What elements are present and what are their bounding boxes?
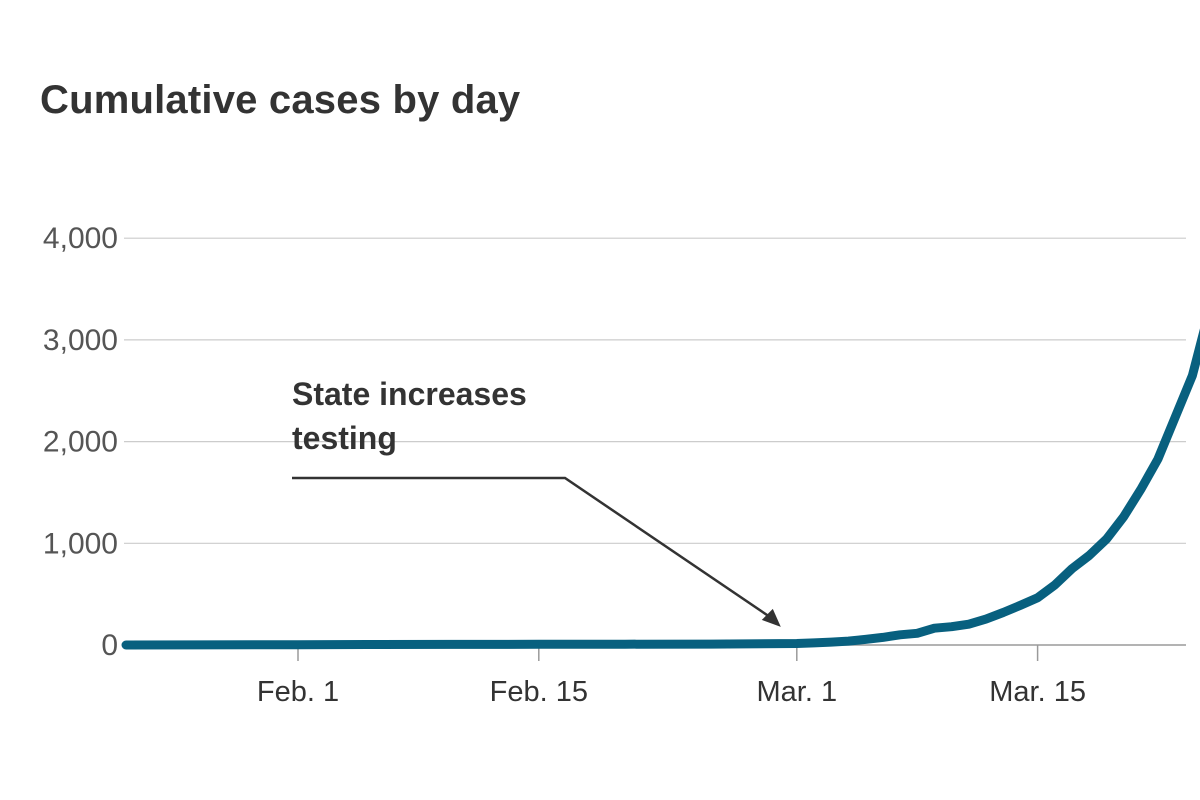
x-tick-label: Feb. 15 xyxy=(490,676,588,708)
data-point xyxy=(1088,554,1090,557)
annotation-text: testing xyxy=(292,420,397,456)
annotation-leader-line xyxy=(292,476,774,620)
data-point xyxy=(1002,611,1004,614)
data-point xyxy=(916,632,918,634)
data-point xyxy=(624,643,626,645)
annotation: State increases testing xyxy=(292,376,781,627)
data-point xyxy=(1054,584,1056,586)
y-axis: 0 1,000 2,000 3,000 4,000 xyxy=(43,222,118,662)
y-tick-label: 2,000 xyxy=(43,426,118,459)
data-point xyxy=(125,644,127,646)
data-point xyxy=(366,643,368,646)
data-point xyxy=(1019,604,1022,606)
data-point xyxy=(882,636,884,638)
data-point xyxy=(1105,538,1107,540)
data-point xyxy=(538,643,540,645)
x-tick-label: Mar. 15 xyxy=(989,676,1086,708)
data-point xyxy=(452,643,454,645)
data-point xyxy=(830,641,832,643)
x-tick-label: Feb. 1 xyxy=(257,676,339,708)
data-point xyxy=(1191,374,1193,377)
data-point xyxy=(194,644,196,646)
data-point xyxy=(1174,416,1176,418)
y-tick-label: 1,000 xyxy=(43,527,118,560)
y-tick-label: 4,000 xyxy=(43,222,118,255)
x-axis: Feb. 1 Feb. 15 Mar. 1 Mar. 15 xyxy=(257,645,1086,708)
data-point xyxy=(297,644,299,646)
data-point xyxy=(813,642,815,644)
data-point xyxy=(847,640,850,642)
data-point xyxy=(933,627,936,629)
annotation-arrowhead xyxy=(761,608,781,627)
data-point xyxy=(1157,458,1159,460)
data-point xyxy=(865,638,867,641)
y-tick-label: 3,000 xyxy=(43,324,118,357)
y-tick-label: 0 xyxy=(101,629,118,662)
data-point xyxy=(985,618,987,620)
data-point xyxy=(796,642,798,645)
series xyxy=(121,328,1200,650)
data-point xyxy=(1071,568,1073,570)
data-point xyxy=(899,634,901,636)
x-tick-label: Mar. 1 xyxy=(757,676,838,708)
data-point xyxy=(1037,597,1039,599)
annotation-text: State increases xyxy=(292,376,527,412)
series-line xyxy=(121,328,1200,650)
chart-title: Cumulative cases by day xyxy=(40,78,521,122)
data-point xyxy=(951,626,953,628)
data-point xyxy=(710,643,712,645)
data-point xyxy=(968,623,970,625)
data-point xyxy=(1123,516,1125,518)
data-point xyxy=(1140,488,1142,490)
gridlines xyxy=(122,237,1186,646)
